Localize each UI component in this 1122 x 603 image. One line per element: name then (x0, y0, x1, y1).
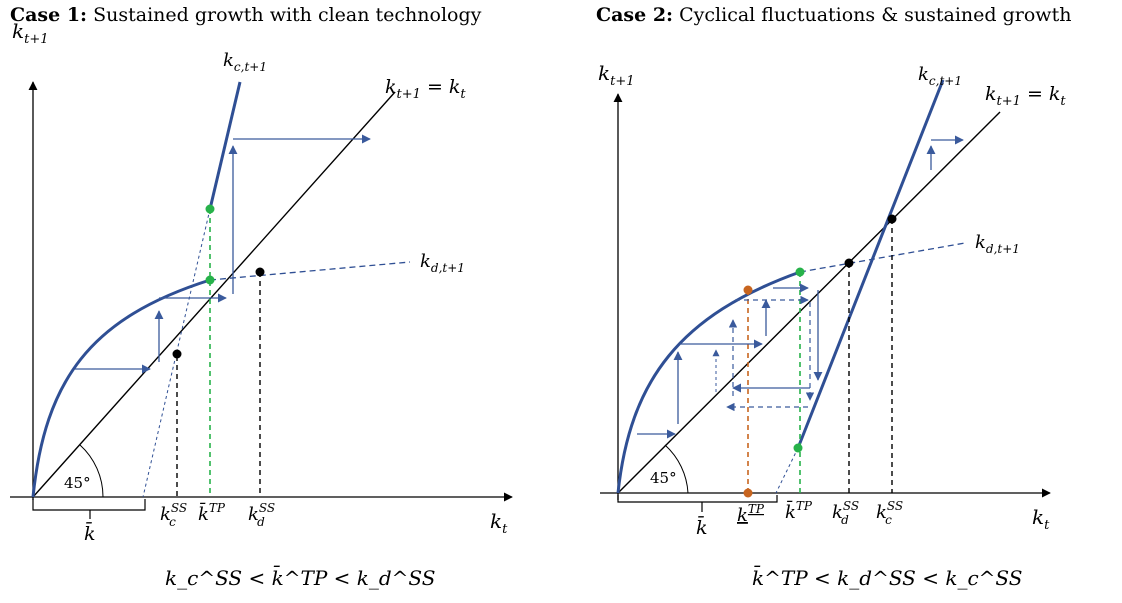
case2-point-kcss (887, 214, 897, 224)
case1-kd-label: kd,t+1 (420, 251, 465, 275)
case1-title-text: Sustained growth with clean technology (93, 4, 482, 26)
case2-condition: k̄^TP < k_d^SS < k_c^SS (752, 566, 1023, 590)
case1-diagram: kt+1 kt kt+1 = kt kc,t+1 kd,t+1 45° k̄ k… (10, 19, 513, 545)
case2-point-kltp-curve (743, 285, 753, 295)
case2-title-text: Cyclical fluctuations & sustained growth (679, 4, 1072, 26)
case2-title-bold: Case 2: (596, 4, 674, 26)
case2-kc-extension (775, 447, 799, 494)
case2-point-tp-clean (793, 443, 803, 453)
case2-tick-kbar: k̄ (696, 515, 708, 539)
case2-tick-ktp: k̄TP (785, 499, 813, 523)
case1-angle-label: 45° (64, 474, 91, 492)
case1-x-label: kt (490, 509, 508, 537)
case1-kc-curve (208, 81, 242, 210)
case2-kc-label: kc,t+1 (918, 64, 962, 88)
case2-angle-label: 45° (650, 469, 677, 487)
case1-45deg-line (32, 91, 396, 498)
case2-diag-label: kt+1 = kt (985, 83, 1066, 109)
case1-tick-kbar: k̄ (84, 521, 96, 545)
case2-kd-extension (799, 242, 966, 273)
case2-x-label: kt (1032, 505, 1050, 533)
case2-diagram: kt+1 kt kt+1 = kt kc,t+1 kd,t+1 45° k̄ k… (598, 61, 1066, 539)
case2-tick-kltp: kTP (737, 502, 765, 526)
case2-angle-arc (664, 444, 689, 494)
case1-kd-curve (31, 278, 211, 498)
case1-tick-ktp: k̄TP (198, 501, 226, 525)
case1-tick-kcss: kSS c (160, 501, 187, 529)
case2-y-label: kt+1 (598, 61, 635, 89)
case2-kbar-bracket (617, 495, 778, 503)
case2-kd-curve (616, 270, 801, 494)
case1-kc-extension (142, 208, 211, 498)
case1-diag-label: kt+1 = kt (385, 76, 466, 102)
case2-point-tp-dirty (795, 267, 805, 277)
case1-kc-label: kc,t+1 (223, 50, 267, 74)
case2-tick-kcss: kSS c (876, 499, 903, 527)
case1-tick-kdss: kSS d (248, 501, 275, 529)
case1-point-tp-clean (205, 204, 215, 214)
case1-angle-arc (79, 444, 104, 498)
case1-condition: k_c^SS < k̄^TP < k_d^SS (165, 566, 436, 590)
case1-y-label: kt+1 (12, 19, 49, 47)
case2-kd-label: kd,t+1 (975, 232, 1020, 256)
case1-kbar-bracket (32, 499, 146, 511)
case2-tick-kdss: kSS d (832, 499, 859, 527)
case1-point-tp-dirty (205, 275, 215, 285)
case2-kc-curve (796, 79, 945, 449)
case2-point-kdss (844, 258, 854, 268)
case1-point-kdss (255, 267, 265, 277)
case2-title: Case 2: Cyclical fluctuations & sustaine… (596, 4, 1071, 26)
case2-45deg-line (617, 111, 1001, 494)
case2-point-kltp-axis (743, 488, 753, 498)
case1-point-kcss (172, 349, 182, 359)
case1-title: Case 1: Sustained growth with clean tech… (10, 4, 481, 26)
case1-title-bold: Case 1: (10, 4, 88, 26)
case1-kd-extension (209, 261, 411, 281)
